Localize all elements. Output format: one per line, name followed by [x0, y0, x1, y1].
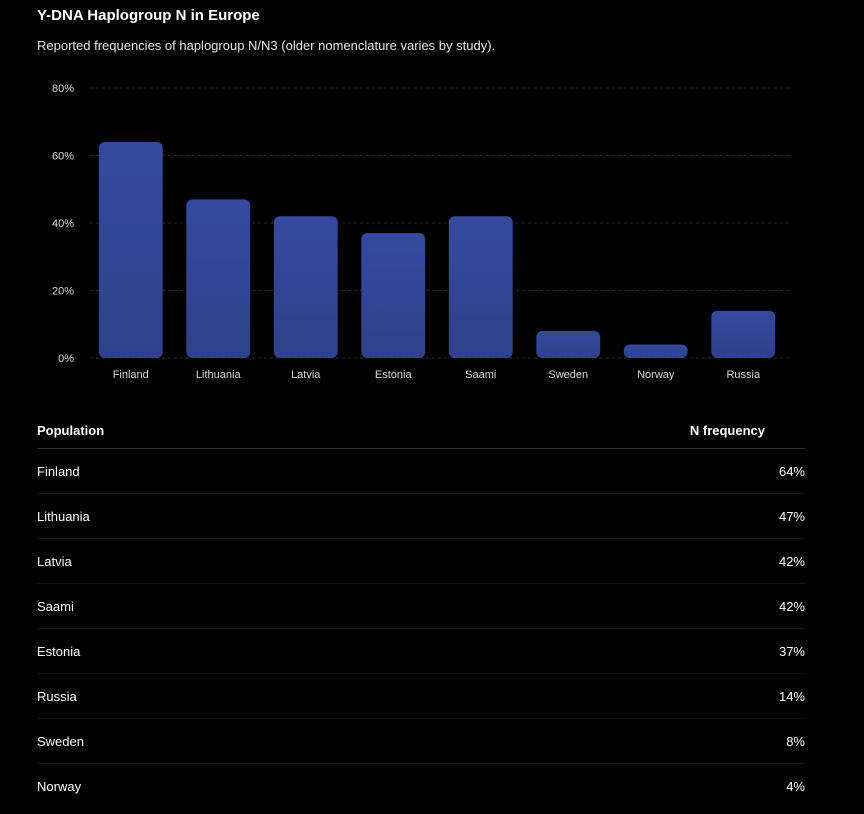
- table-row: Latvia 42%: [37, 539, 805, 584]
- header-population: Population: [37, 422, 105, 438]
- table-header: Population N frequency: [37, 412, 805, 449]
- y-tick-label: 40%: [52, 218, 74, 230]
- row-population: Saami: [37, 598, 74, 614]
- y-tick-label: 80%: [52, 83, 74, 95]
- row-population: Latvia: [37, 553, 72, 569]
- bar-russia[interactable]: [711, 310, 776, 358]
- row-population: Russia: [37, 688, 77, 704]
- x-tick-label: Latvia: [291, 369, 321, 381]
- table-body: Finland 64% Lithuania 47% Latvia 42% Saami 42% E…: [37, 449, 805, 808]
- table-row: Estonia 37%: [37, 629, 805, 674]
- bar-saami[interactable]: [448, 216, 513, 358]
- x-tick-label: Russia: [726, 369, 761, 381]
- row-frequency: 64%: [778, 463, 805, 479]
- x-tick-label: Norway: [637, 369, 675, 381]
- table-row: Norway 4%: [37, 764, 805, 808]
- x-tick-label: Lithuania: [196, 369, 242, 381]
- row-frequency: 42%: [778, 598, 805, 614]
- bar-estonia[interactable]: [361, 233, 426, 358]
- row-frequency: 14%: [778, 688, 805, 704]
- row-population: Estonia: [37, 643, 81, 659]
- row-frequency: 47%: [778, 508, 805, 524]
- table-row: Saami 42%: [37, 584, 805, 629]
- row-population: Finland: [37, 463, 80, 479]
- y-tick-label: 20%: [52, 286, 74, 298]
- row-frequency: 42%: [778, 553, 805, 569]
- table-row: Finland 64%: [37, 449, 805, 494]
- frequency-table: Population N frequency Finland 64% Lithuan…: [37, 412, 805, 808]
- bar-lithuania[interactable]: [186, 199, 251, 358]
- bar-sweden[interactable]: [536, 331, 601, 358]
- chart-title: Y-DNA Haplogroup N in Europe: [37, 7, 260, 24]
- bar-finland[interactable]: [98, 142, 163, 358]
- row-frequency: 4%: [786, 778, 805, 794]
- bar-chart: 0% 20% 40% 60% 80% Finland Lithuania Latvia Esto…: [52, 83, 790, 381]
- y-tick-label: 60%: [52, 151, 74, 163]
- table-row: Lithuania 47%: [37, 494, 805, 539]
- table-row: Sweden 8%: [37, 719, 805, 764]
- row-population: Norway: [37, 778, 82, 794]
- y-tick-label: 0%: [58, 353, 74, 365]
- row-frequency: 37%: [778, 643, 805, 659]
- table-row: Russia 14%: [37, 674, 805, 719]
- x-tick-label: Finland: [113, 369, 149, 381]
- x-tick-label: Saami: [465, 369, 496, 381]
- bar-latvia[interactable]: [273, 216, 338, 358]
- chart-subtitle: Reported frequencies of haplogroup N/N3 …: [37, 38, 496, 53]
- row-population: Lithuania: [37, 508, 90, 524]
- header-frequency: N frequency: [689, 422, 765, 438]
- x-tick-label: Sweden: [548, 369, 588, 381]
- bar-norway[interactable]: [623, 344, 688, 359]
- row-population: Sweden: [37, 733, 84, 749]
- x-tick-label: Estonia: [375, 369, 413, 381]
- row-frequency: 8%: [786, 733, 805, 749]
